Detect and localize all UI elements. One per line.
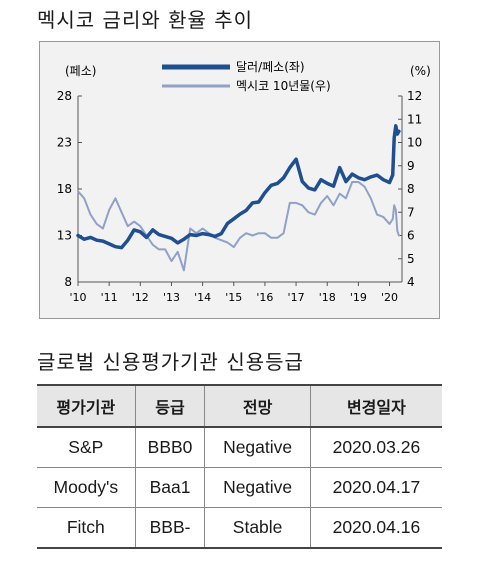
series-line-10y-yield xyxy=(77,181,400,272)
cell-agency: S&P xyxy=(37,427,136,468)
x-tick-label: '14 xyxy=(194,291,211,304)
header-outlook: 전망 xyxy=(204,384,311,428)
cell-date: 2020.03.26 xyxy=(309,427,442,468)
series-line-usd-mxn xyxy=(76,124,401,250)
cell-outlook: Negative xyxy=(204,427,311,468)
left-tick-label: 18 xyxy=(57,182,72,196)
header-rating: 등급 xyxy=(134,384,205,428)
cell-rating: BBB- xyxy=(134,507,205,549)
cell-outlook: Negative xyxy=(204,467,311,508)
table-header-row: 평가기관 등급 전망 변경일자 xyxy=(37,384,442,428)
x-tick-label: '20 xyxy=(381,291,398,304)
cell-agency: Moody's xyxy=(37,467,136,508)
left-tick-label: 23 xyxy=(57,136,72,150)
header-date: 변경일자 xyxy=(309,384,442,428)
chart-panel: 달러/페소(좌) 멕시코 10년물(우) (페소) (%) 8 13 18 23 28 4… xyxy=(39,41,440,319)
x-tick-label: '13 xyxy=(163,291,180,304)
left-tick-label: 8 xyxy=(64,275,72,289)
left-tick-label: 13 xyxy=(57,229,72,243)
cell-rating: Baa1 xyxy=(134,467,205,508)
legend-label-usd-mxn: 달러/페소(좌) xyxy=(236,60,305,74)
x-tick-label: '16 xyxy=(256,291,273,304)
right-tick-label: 12 xyxy=(407,89,422,103)
table-row: Fitch BBB- Stable 2020.04.16 xyxy=(37,507,442,549)
right-tick-label: 6 xyxy=(407,229,415,243)
x-tick-label: '10 xyxy=(69,291,86,304)
right-tick-label: 10 xyxy=(407,136,422,150)
right-tick-label: 11 xyxy=(407,112,422,126)
right-tick-label: 5 xyxy=(407,252,415,266)
cell-date: 2020.04.17 xyxy=(309,467,442,508)
cell-rating: BBB0 xyxy=(134,427,205,468)
x-tick-label: '12 xyxy=(132,291,149,304)
axes: 8 13 18 23 28 4 5 6 7 8 9 10 11 12 '10 '11 '12 '13 '14 '15 '… xyxy=(57,89,423,304)
series-layer xyxy=(76,124,401,272)
cell-agency: Fitch xyxy=(37,507,136,549)
header-agency: 평가기관 xyxy=(37,384,136,428)
legend-label-10y-yield: 멕시코 10년물(우) xyxy=(236,79,331,93)
x-tick-label: '17 xyxy=(288,291,305,304)
cell-date: 2020.04.16 xyxy=(309,507,442,549)
line-chart: 달러/페소(좌) 멕시코 10년물(우) (페소) (%) 8 13 18 23 28 4… xyxy=(57,60,431,304)
x-tick-label: '19 xyxy=(350,291,367,304)
legend: 달러/페소(좌) 멕시코 10년물(우) xyxy=(162,60,331,93)
credit-rating-table: 평가기관 등급 전망 변경일자 S&P BBB0 Negative 2020.0… xyxy=(37,384,442,549)
left-tick-label: 28 xyxy=(57,89,72,103)
right-tick-label: 7 xyxy=(407,205,415,219)
table-title: 글로벌 신용평가기관 신용등급 xyxy=(37,350,304,374)
cell-outlook: Stable xyxy=(204,507,311,549)
left-axis-unit: (페소) xyxy=(65,64,96,78)
x-tick-label: '18 xyxy=(319,291,336,304)
right-tick-label: 9 xyxy=(407,159,415,173)
table-row: Moody's Baa1 Negative 2020.04.17 xyxy=(37,467,442,508)
right-tick-label: 8 xyxy=(407,182,415,196)
x-tick-label: '11 xyxy=(101,291,118,304)
table-row: S&P BBB0 Negative 2020.03.26 xyxy=(37,427,442,468)
right-tick-label: 4 xyxy=(407,275,415,289)
chart-title: 멕시코 금리와 환율 추이 xyxy=(37,8,254,32)
right-axis-unit: (%) xyxy=(410,64,431,78)
x-tick-label: '15 xyxy=(225,291,242,304)
